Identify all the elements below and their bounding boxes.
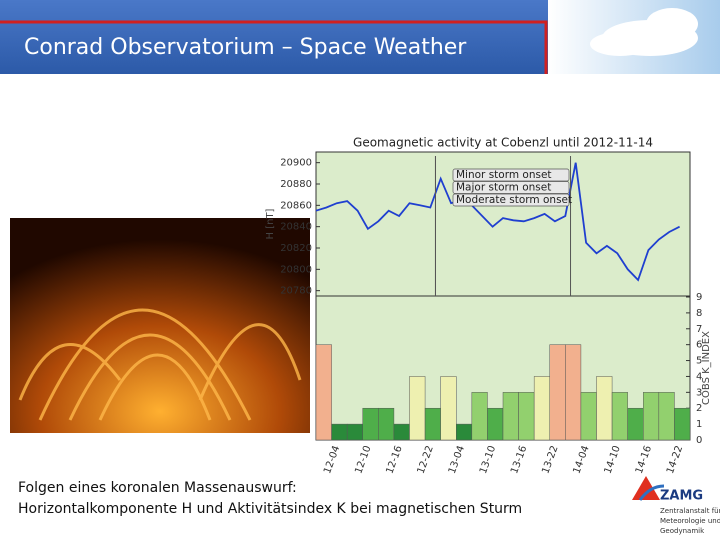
k-index-bar: [378, 407, 395, 441]
logo-line: Zentralanstalt für: [660, 507, 720, 515]
k-index-bar: [533, 376, 551, 441]
annotation-box: [452, 193, 570, 207]
y2-tick-label: 0: [696, 435, 702, 446]
k-index-bar: [471, 392, 488, 441]
x-tick-label: 14-22: [665, 444, 685, 475]
logo-line: Meteorologie und: [660, 517, 720, 525]
x-tick-label: 14-16: [634, 444, 654, 475]
header-bar: [0, 0, 548, 74]
logo-line: Geodynamik: [660, 527, 705, 535]
logo: ZAMG Zentralanstalt für Meteorologie und…: [632, 476, 720, 535]
logo-name: ZAMG: [660, 489, 703, 504]
y-tick-label: 20840: [280, 222, 312, 233]
caption-line: Horizontalkomponente H und Aktivitätsind…: [18, 501, 522, 517]
y2-tick-label: 2: [696, 403, 702, 414]
k-index-bar: [409, 376, 426, 441]
x-tick-label: 12-04: [322, 444, 342, 475]
annotation-label: Major storm onset: [456, 182, 551, 194]
x-tick-label: 12-22: [416, 444, 436, 475]
k-index-bar: [440, 376, 457, 441]
x-tick-label: 12-10: [353, 444, 373, 475]
y-tick-label: 20900: [280, 158, 312, 169]
y-axis-label: H [nT]: [265, 208, 276, 239]
h-line: [315, 162, 681, 282]
y2-tick-label: 8: [696, 308, 702, 319]
k-index-bar: [611, 392, 628, 441]
chart-title: Geomagnetic activity at Cobenzl until 20…: [353, 136, 653, 150]
k-index-bar: [643, 392, 660, 441]
k-index-bar: [393, 423, 410, 441]
k-index-bar: [456, 423, 473, 441]
annotation-label: Moderate storm onset: [456, 194, 572, 206]
annotation-label: Minor storm onset: [456, 169, 552, 181]
k-index-bar: [674, 407, 691, 441]
x-tick-label: 13-22: [540, 444, 560, 475]
k-index-bar: [487, 407, 504, 441]
y-tick-label: 20860: [280, 200, 312, 211]
caption-line: Folgen eines koronalen Massenauswurf:: [18, 480, 297, 496]
k-index-bar: [331, 423, 348, 441]
y2-axis-label: COBS K_INDEX: [701, 331, 712, 405]
sun-photo: [10, 218, 310, 433]
x-tick-label: 12-16: [384, 444, 404, 475]
k-index-bar: [315, 344, 332, 441]
y-tick-label: 20800: [280, 264, 312, 275]
y2-tick-label: 6: [696, 340, 702, 351]
y2-tick-label: 5: [696, 356, 702, 367]
y2-tick-label: 7: [696, 324, 702, 335]
x-tick-label: 13-10: [478, 444, 498, 475]
k-index-bar: [565, 344, 582, 441]
k-index-bar: [362, 407, 379, 441]
y2-tick-label: 3: [696, 387, 702, 398]
k-index-bar: [627, 407, 644, 441]
y2-tick-label: 4: [696, 371, 702, 382]
y-tick-label: 20820: [280, 243, 312, 254]
k-index-bar: [346, 423, 363, 441]
y-tick-label: 20780: [280, 286, 312, 297]
k-index-bar: [596, 376, 613, 441]
y2-tick-label: 9: [696, 292, 702, 303]
x-tick-label: 13-04: [447, 444, 467, 475]
k-index-bar: [549, 344, 566, 441]
x-tick-label: 14-04: [571, 444, 591, 475]
k-index-bar: [658, 392, 675, 441]
x-tick-label: 14-10: [603, 444, 623, 475]
annotation-box: [452, 168, 570, 182]
cloud: [590, 8, 698, 56]
y2-tick-label: 1: [696, 419, 702, 430]
header-title: Conrad Observatorium – Space Weather: [24, 35, 467, 60]
k-index-bar: [424, 407, 441, 441]
x-tick-label: 13-16: [509, 444, 529, 475]
k-index-bar: [580, 392, 597, 441]
k-index-bar: [518, 392, 535, 441]
annotation-box: [452, 181, 570, 194]
k-index-bar: [502, 392, 519, 441]
chart: Geomagnetic activity at Cobenzl until 20…: [265, 136, 712, 476]
y-tick-label: 20880: [280, 179, 312, 190]
header-border: [0, 20, 548, 74]
